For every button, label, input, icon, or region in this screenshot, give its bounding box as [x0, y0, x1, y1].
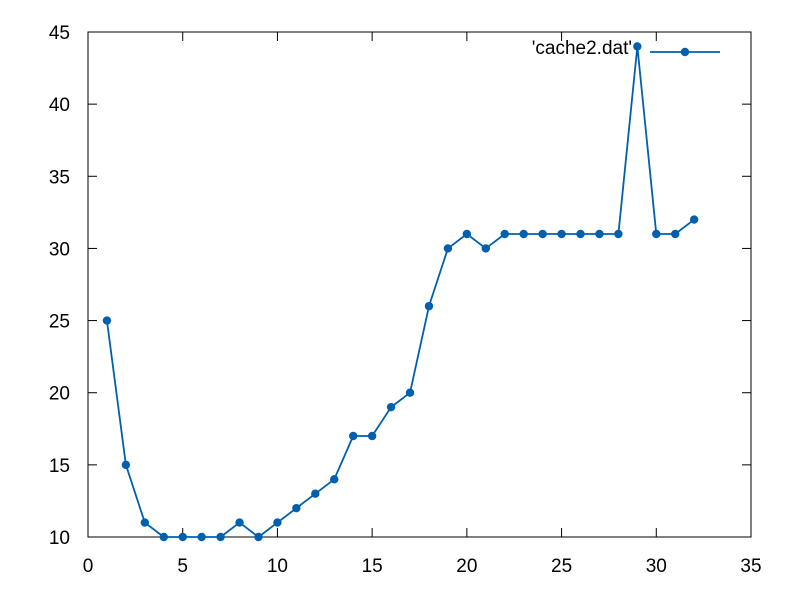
x-tick-label: 5: [177, 556, 188, 577]
data-point: [538, 229, 547, 239]
x-tick-label: 15: [362, 556, 383, 577]
data-point: [311, 489, 320, 498]
data-point: [500, 229, 509, 239]
y-tick-label: 45: [49, 23, 70, 44]
data-point: [197, 532, 206, 542]
data-point: [273, 518, 282, 527]
data-point: [671, 229, 680, 239]
data-point: [292, 503, 301, 513]
y-axis-ticks: 10 15 20 25 30 35 40 45: [49, 23, 751, 549]
data-point: [254, 532, 263, 542]
x-tick-label: 25: [551, 556, 572, 577]
data-point: [462, 229, 472, 239]
y-tick-label: 35: [49, 167, 70, 188]
data-point: [349, 431, 358, 441]
data-point: [405, 388, 415, 397]
x-tick-label: 0: [83, 556, 94, 577]
data-point: [330, 475, 339, 484]
x-tick-label: 35: [740, 556, 761, 577]
y-tick-label: 25: [49, 312, 70, 333]
legend-marker: [680, 47, 690, 57]
legend-label-cache2: 'cache2.dat': [532, 38, 632, 59]
data-point: [614, 229, 623, 239]
y-tick-label: 10: [49, 528, 70, 549]
data-point: [367, 431, 377, 441]
data-point: [633, 42, 642, 51]
x-axis-ticks: 0 5 10 15 20 25 30 35: [83, 32, 762, 577]
data-point: [481, 244, 490, 253]
data-point: [557, 229, 566, 239]
series-line-0: [106, 45, 695, 538]
data-point: [576, 229, 585, 239]
data-point: [519, 229, 528, 239]
data-point: [121, 460, 131, 470]
x-tick-label: 10: [267, 556, 288, 577]
y-tick-label: 15: [49, 456, 70, 477]
y-tick-label: 30: [49, 239, 70, 260]
data-point: [689, 215, 699, 224]
data-point: [140, 518, 150, 527]
data-point: [595, 229, 604, 239]
series-layer: [102, 42, 699, 542]
data-point: [652, 229, 661, 239]
plot-border: [87, 31, 752, 538]
data-point: [178, 532, 187, 542]
data-point: [216, 532, 225, 542]
data-point: [102, 316, 112, 325]
data-point: [386, 402, 396, 412]
data-point: [235, 518, 244, 527]
x-tick-label: 20: [456, 556, 477, 577]
data-point: [443, 244, 453, 253]
y-tick-label: 40: [49, 95, 70, 116]
data-point: [159, 532, 168, 542]
data-point: [424, 301, 434, 311]
y-tick-label: 20: [49, 384, 70, 405]
legend: 'cache2.dat': [532, 38, 720, 59]
x-tick-label: 30: [646, 556, 667, 577]
plot-frame: [87, 31, 752, 538]
